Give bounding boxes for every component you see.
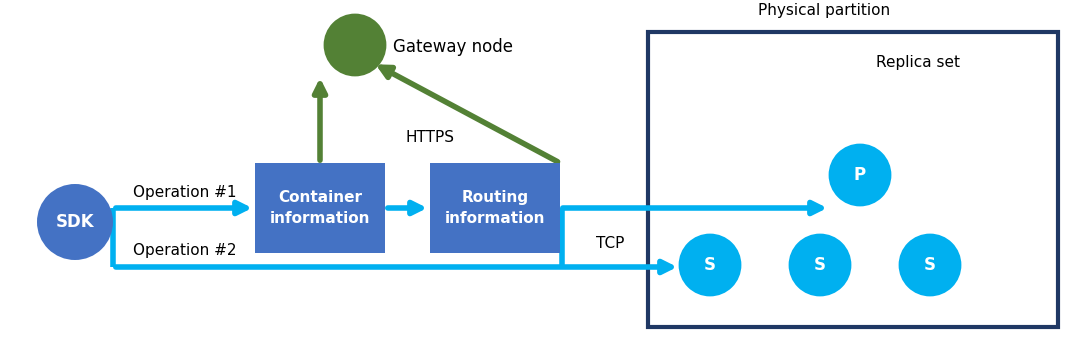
Circle shape <box>680 235 740 295</box>
FancyBboxPatch shape <box>430 163 559 253</box>
Circle shape <box>830 145 890 205</box>
Text: Replica set: Replica set <box>876 55 960 70</box>
Text: S: S <box>924 256 936 274</box>
Text: SDK: SDK <box>56 213 94 231</box>
FancyBboxPatch shape <box>648 32 1058 327</box>
Circle shape <box>790 235 849 295</box>
Text: Operation #2: Operation #2 <box>134 242 237 258</box>
FancyBboxPatch shape <box>255 163 385 253</box>
Text: Operation #1: Operation #1 <box>134 185 237 200</box>
Text: Container
information: Container information <box>270 190 370 226</box>
Circle shape <box>900 235 960 295</box>
Text: HTTPS: HTTPS <box>405 131 455 145</box>
Text: TCP: TCP <box>596 236 624 250</box>
Circle shape <box>324 15 385 75</box>
Text: Gateway node: Gateway node <box>393 38 513 56</box>
Circle shape <box>37 184 113 260</box>
Text: S: S <box>814 256 826 274</box>
Text: P: P <box>854 166 866 184</box>
Text: S: S <box>704 256 716 274</box>
Text: Physical partition: Physical partition <box>758 3 890 18</box>
Text: Routing
information: Routing information <box>445 190 545 226</box>
